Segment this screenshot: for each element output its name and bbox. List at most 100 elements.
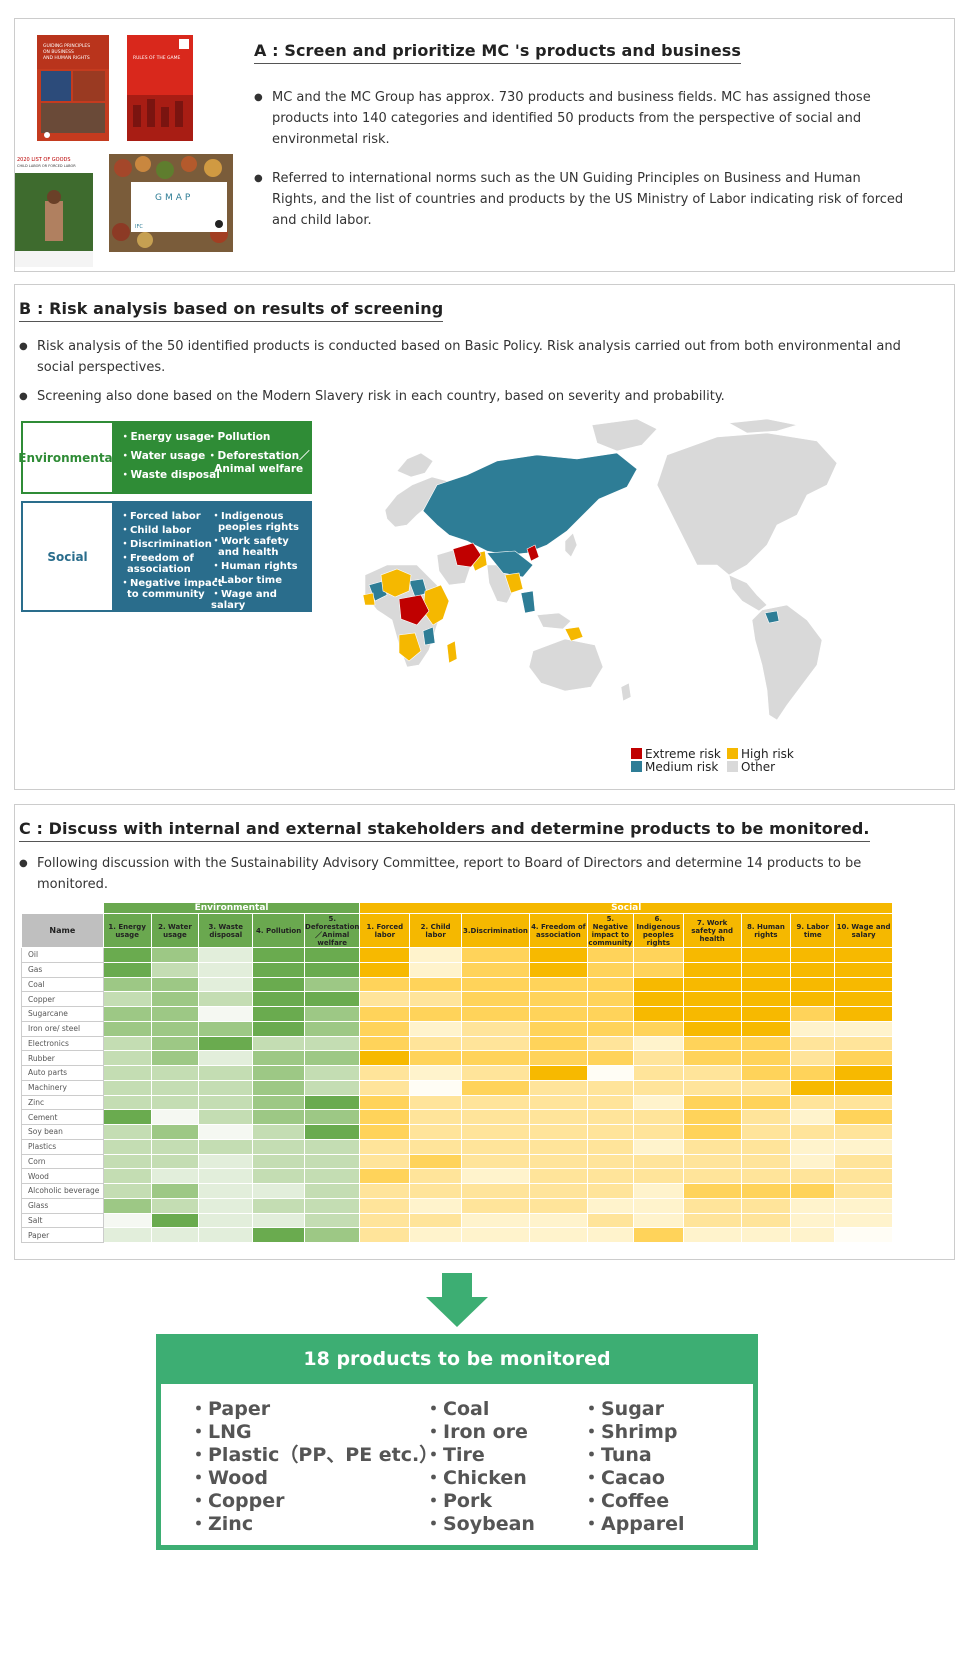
section-a-bullets: MC and the MC Group has approx. 730 prod… [254,87,904,240]
column-header-social: 2. Child labor [409,913,462,948]
table-row: Corn [21,1153,893,1170]
env-item-deforestation: ・Deforestation／ Animal welfare [207,450,310,475]
rules-of-the-game-cover: RULES OF THE GAME [127,35,193,141]
monitored-col-3: ・Sugar ・Shrimp ・Tuna ・Cacao ・Coffee ・App… [582,1398,685,1536]
social-risk-cell [409,1079,462,1096]
soc-item-labor-time: ・Labor time [211,575,282,586]
env-risk-cell [252,1035,306,1052]
env-risk-cell [252,976,306,993]
row-name-cell: Wood [21,1168,104,1184]
monitored-item: ・Cacao [582,1467,665,1489]
social-risk-cell [409,1197,462,1214]
social-risk-cell [682,1168,742,1184]
social-risk-cell [682,947,742,963]
section-b-bullet-2: Screening also done based on the Modern … [19,386,909,407]
table-group-header-row: Environmental Social [21,902,893,914]
monitored-item: ・Plastic（PP、PE etc.） [189,1444,439,1466]
social-risk-cell [409,1168,462,1184]
social-risk-cell [834,1006,893,1022]
soc-item-indigenous: ・Indigenous peoples rights [211,511,299,533]
social-risk-cell [790,1094,836,1111]
env-risk-cell [198,1050,254,1066]
social-risk-cell [834,1094,893,1111]
column-header-social: 6. Indigenous peoples rights [632,913,684,948]
social-risk-cell [528,1050,588,1066]
section-b-panel: B : Risk analysis based on results of sc… [14,284,955,790]
social-risk-cell [834,947,893,963]
social-risk-cell [834,961,893,978]
env-risk-cell [102,1153,152,1170]
social-risk-cell [632,1124,684,1140]
social-risk-cell [586,976,634,993]
social-risk-cell [740,1020,792,1037]
social-category-box: Social ・Forced labor ・Child labor ・Discr… [21,501,312,612]
social-risk-cell [528,1020,588,1037]
social-risk-cell [586,991,634,1007]
env-risk-cell [304,1124,361,1140]
env-risk-cell [304,1227,361,1243]
env-risk-cell [198,1020,254,1037]
env-risk-cell [102,1020,152,1037]
legend-other-swatch [727,761,738,772]
env-risk-cell [102,1035,152,1052]
social-risk-cell [460,1050,530,1066]
social-risk-cell [834,1065,893,1081]
social-risk-cell [834,1183,893,1199]
social-risk-cell [632,1212,684,1229]
gmap-cover: GMAP IFC [109,154,233,252]
social-risk-cell [632,1020,684,1037]
svg-text:IFC: IFC [135,224,143,230]
social-risk-cell [409,1050,462,1066]
social-risk-cell [409,1153,462,1170]
env-risk-cell [252,1006,306,1022]
soc-item-community: ・Negative impact to community [120,578,223,600]
table-row: Auto parts [21,1065,893,1081]
social-risk-cell [682,1006,742,1022]
social-risk-cell [586,1227,634,1243]
column-header-social: 10. Wage and salary [834,913,893,948]
table-row: Wood [21,1168,893,1184]
social-risk-cell [790,961,836,978]
column-header-social: 9. Labor time [790,913,836,948]
social-risk-cell [586,947,634,963]
env-risk-cell [198,1197,254,1214]
env-risk-cell [198,1079,254,1096]
env-risk-cell [304,1050,361,1066]
env-risk-cell [198,991,254,1007]
env-risk-cell [198,1124,254,1140]
modern-slavery-risk-world-map [362,418,838,721]
row-name-cell: Zinc [21,1094,104,1111]
social-risk-cell [682,1124,742,1140]
env-risk-cell [304,1020,361,1037]
env-risk-cell [304,976,361,993]
social-risk-cell [632,1094,684,1111]
env-risk-cell [252,1183,306,1199]
monitored-item: ・Zinc [189,1513,254,1535]
social-risk-cell [740,1168,792,1184]
env-item-waste: ・Waste disposal [120,469,220,481]
env-risk-cell [102,1050,152,1066]
social-risk-cell [460,1197,530,1214]
social-risk-cell [409,1035,462,1052]
column-header-social: 8. Human rights [740,913,792,948]
row-name-cell: Paper [21,1227,104,1243]
env-risk-cell [252,991,306,1007]
column-header-name: Name [21,913,104,948]
social-risk-cell [409,991,462,1007]
svg-text:ON BUSINESS: ON BUSINESS [43,49,74,55]
table-row: Coal [21,976,893,993]
social-risk-cell [632,976,684,993]
monitored-col-1: ・Paper ・LNG ・Plastic（PP、PE etc.） ・Wood ・… [189,1398,438,1536]
child-labor-list-cover: 2020 LIST OF GOODS CHILD LABOR OR FORCED… [15,153,93,267]
env-risk-cell [304,1079,361,1096]
env-risk-cell [198,1138,254,1155]
social-risk-cell [586,1153,634,1170]
social-risk-cell [740,976,792,993]
row-name-cell: Electronics [21,1035,104,1052]
social-risk-cell [740,1109,792,1125]
section-c-bullet-1: Following discussion with the Sustainabi… [19,853,869,895]
social-risk-cell [682,961,742,978]
social-risk-cell [682,1035,742,1052]
social-risk-cell [528,961,588,978]
legend-other: Other [727,761,775,774]
